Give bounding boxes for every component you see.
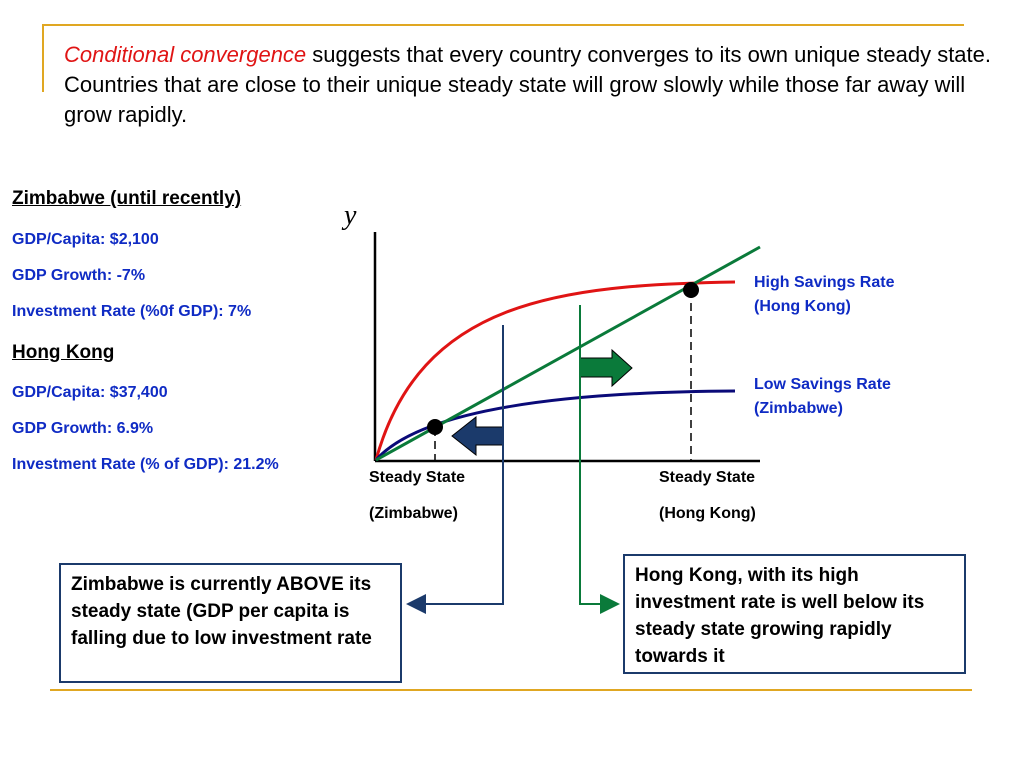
high-savings-label-line2: (Hong Kong)	[754, 298, 851, 315]
zimbabwe-gdp-per-capita: GDP/Capita: $2,100	[12, 231, 159, 248]
hongkong-gdp-per-capita: GDP/Capita: $37,400	[12, 384, 168, 401]
hongkong-steady-state-point	[683, 282, 699, 298]
hongkong-heading: Hong Kong	[12, 342, 115, 363]
zimbabwe-heading: Zimbabwe (until recently)	[12, 188, 242, 209]
left-rule	[42, 24, 44, 92]
low-savings-label-line2: (Zimbabwe)	[754, 400, 843, 417]
top-rule	[42, 24, 964, 26]
zimbabwe-connector	[406, 325, 504, 614]
y-axis-label: y	[344, 200, 357, 231]
intro-paragraph: Conditional convergence suggests that ev…	[64, 40, 1004, 130]
low-savings-label-line1: Low Savings Rate	[754, 376, 891, 393]
zimbabwe-investment-rate: Investment Rate (%0f GDP): 7%	[12, 303, 252, 320]
steady-state-hongkong-line1: Steady State	[659, 469, 756, 486]
bottom-rule	[50, 689, 972, 691]
intro-text: suggests that every country converges to…	[64, 42, 991, 127]
zimbabwe-note-box: Zimbabwe is currently ABOVE its steady s…	[59, 563, 402, 683]
hongkong-investment-rate: Investment Rate (% of GDP): 21.2%	[12, 456, 279, 473]
zimbabwe-steady-state-point	[427, 419, 443, 435]
high-savings-label-line1: High Savings Rate	[754, 274, 895, 291]
steady-state-zimbabwe-line1: Steady State	[369, 469, 466, 486]
low-savings-label: Low Savings Rate (Zimbabwe)	[754, 373, 891, 421]
left-block-arrow	[451, 415, 504, 457]
high-savings-label: High Savings Rate (Hong Kong)	[754, 271, 894, 319]
right-block-arrow	[579, 348, 633, 388]
zimbabwe-gdp-growth: GDP Growth: -7%	[12, 267, 146, 284]
high-savings-curve	[374, 280, 736, 461]
hongkong-gdp-growth: GDP Growth: 6.9%	[12, 420, 154, 437]
low-savings-curve	[374, 389, 736, 461]
hongkong-note-box: Hong Kong, with its high investment rate…	[623, 554, 966, 674]
hongkong-connector	[579, 305, 620, 614]
intro-highlight: Conditional convergence	[64, 42, 307, 67]
steady-state-zimbabwe-line2: (Zimbabwe)	[369, 505, 458, 522]
steady-state-hongkong-line2: (Hong Kong)	[659, 505, 756, 522]
